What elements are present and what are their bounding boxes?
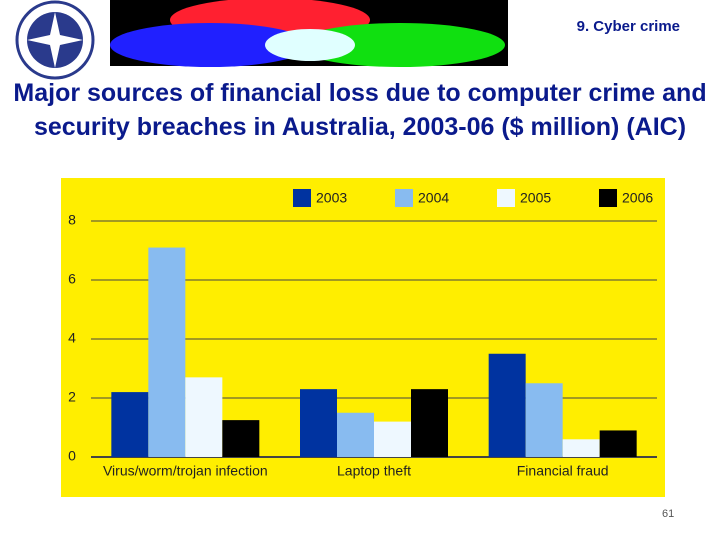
chart: 0 2 4 6 8 Virus/worm/trojan infection Laptop t… — [61, 178, 665, 497]
legend-swatch — [599, 189, 617, 207]
legend-label: 2003 — [316, 190, 347, 206]
bar — [411, 389, 448, 457]
y-tick-label: 2 — [68, 389, 76, 405]
bar — [300, 389, 337, 457]
bar — [111, 392, 149, 457]
legend-swatch — [497, 189, 515, 207]
bar — [599, 430, 637, 457]
page-number: 61 — [662, 508, 675, 520]
section-title: 9. Cyber crime — [576, 18, 680, 35]
legend-label: 2005 — [520, 190, 551, 206]
bar — [562, 439, 600, 457]
legend-swatch — [293, 189, 311, 207]
x-tick-label: Virus/worm/trojan infection — [103, 463, 268, 479]
y-tick-label: 8 — [68, 212, 76, 228]
bar — [337, 412, 374, 457]
bar — [185, 377, 223, 457]
y-tick-label: 6 — [68, 271, 76, 287]
logo — [15, 0, 95, 80]
x-tick-label: Laptop theft — [337, 463, 411, 479]
bar — [148, 247, 186, 457]
legend-label: 2004 — [418, 190, 449, 206]
legend-swatch — [395, 189, 413, 207]
color-banner — [110, 0, 508, 67]
x-tick-label: Financial fraud — [517, 463, 609, 479]
bar — [222, 420, 260, 457]
y-tick-label: 4 — [68, 330, 76, 346]
legend-label: 2006 — [622, 190, 653, 206]
chart-title: Major sources of financial loss due to c… — [13, 79, 707, 141]
bar — [488, 353, 526, 457]
bar — [374, 421, 411, 457]
bar — [525, 383, 563, 457]
y-tick-label: 0 — [68, 448, 76, 464]
